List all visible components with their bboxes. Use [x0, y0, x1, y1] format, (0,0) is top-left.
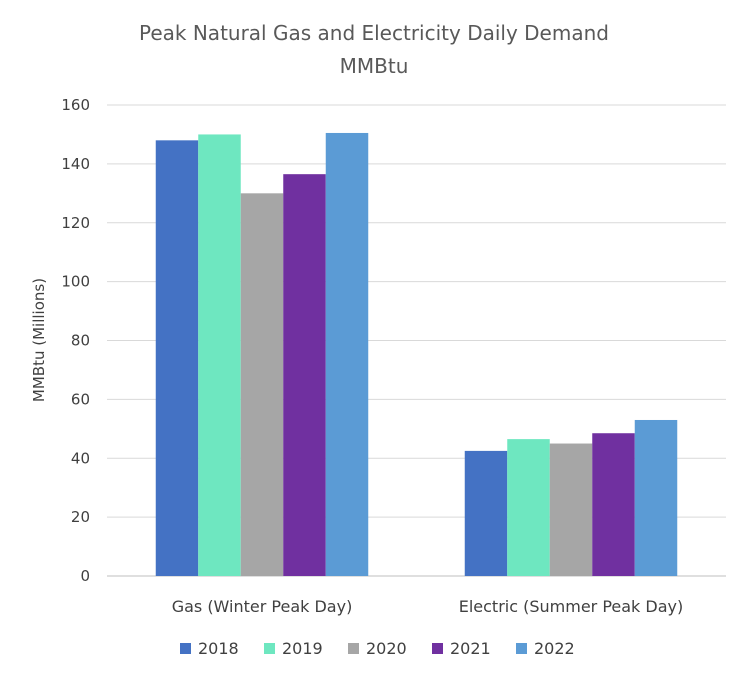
- x-axis-categories: Gas (Winter Peak Day) Electric (Summer Pe…: [172, 597, 684, 616]
- chart-subtitle: MMBtu: [340, 54, 409, 78]
- bar-2022-gas: [325, 132, 369, 576]
- bar-2020-electric: [549, 443, 593, 576]
- y-axis-title: MMBtu (Millions): [30, 278, 48, 402]
- x-category-label: Gas (Winter Peak Day): [172, 597, 353, 616]
- bar-2019-electric: [507, 439, 550, 576]
- y-tick-label: 20: [71, 508, 90, 526]
- bar-2019-gas: [198, 134, 241, 576]
- bar-2018-electric: [464, 450, 508, 576]
- bar-2018-gas: [155, 140, 199, 576]
- legend-label: 2019: [282, 639, 323, 658]
- bar-2021-gas: [283, 174, 326, 576]
- bar-2022-electric: [634, 419, 678, 576]
- legend-item-2019: 2019: [264, 639, 323, 658]
- legend-item-2021: 2021: [432, 639, 491, 658]
- y-tick-label: 0: [80, 567, 90, 585]
- legend-swatch: [348, 643, 359, 654]
- legend: 2018 2019 2020 2021 2022: [180, 639, 575, 658]
- x-category-label: Electric (Summer Peak Day): [459, 597, 684, 616]
- legend-swatch: [180, 643, 191, 654]
- bars: [155, 132, 678, 576]
- y-tick-label: 160: [61, 96, 90, 114]
- legend-label: 2021: [450, 639, 491, 658]
- bar-2020-gas: [240, 193, 284, 576]
- bar-2021-electric: [592, 433, 635, 576]
- y-tick-label: 100: [61, 273, 90, 291]
- legend-item-2018: 2018: [180, 639, 239, 658]
- y-tick-label: 40: [71, 449, 90, 467]
- legend-label: 2022: [534, 639, 575, 658]
- y-tick-label: 60: [71, 390, 90, 408]
- legend-swatch: [264, 643, 275, 654]
- legend-swatch: [432, 643, 443, 654]
- legend-item-2022: 2022: [516, 639, 575, 658]
- y-axis-ticks: 0 20 40 60 80 100 120 140 160: [61, 96, 90, 585]
- chart-title: Peak Natural Gas and Electricity Daily D…: [139, 21, 609, 45]
- legend-label: 2018: [198, 639, 239, 658]
- legend-label: 2020: [366, 639, 407, 658]
- legend-swatch: [516, 643, 527, 654]
- y-tick-label: 140: [61, 155, 90, 173]
- y-tick-label: 80: [71, 332, 90, 350]
- legend-item-2020: 2020: [348, 639, 407, 658]
- y-tick-label: 120: [61, 214, 90, 232]
